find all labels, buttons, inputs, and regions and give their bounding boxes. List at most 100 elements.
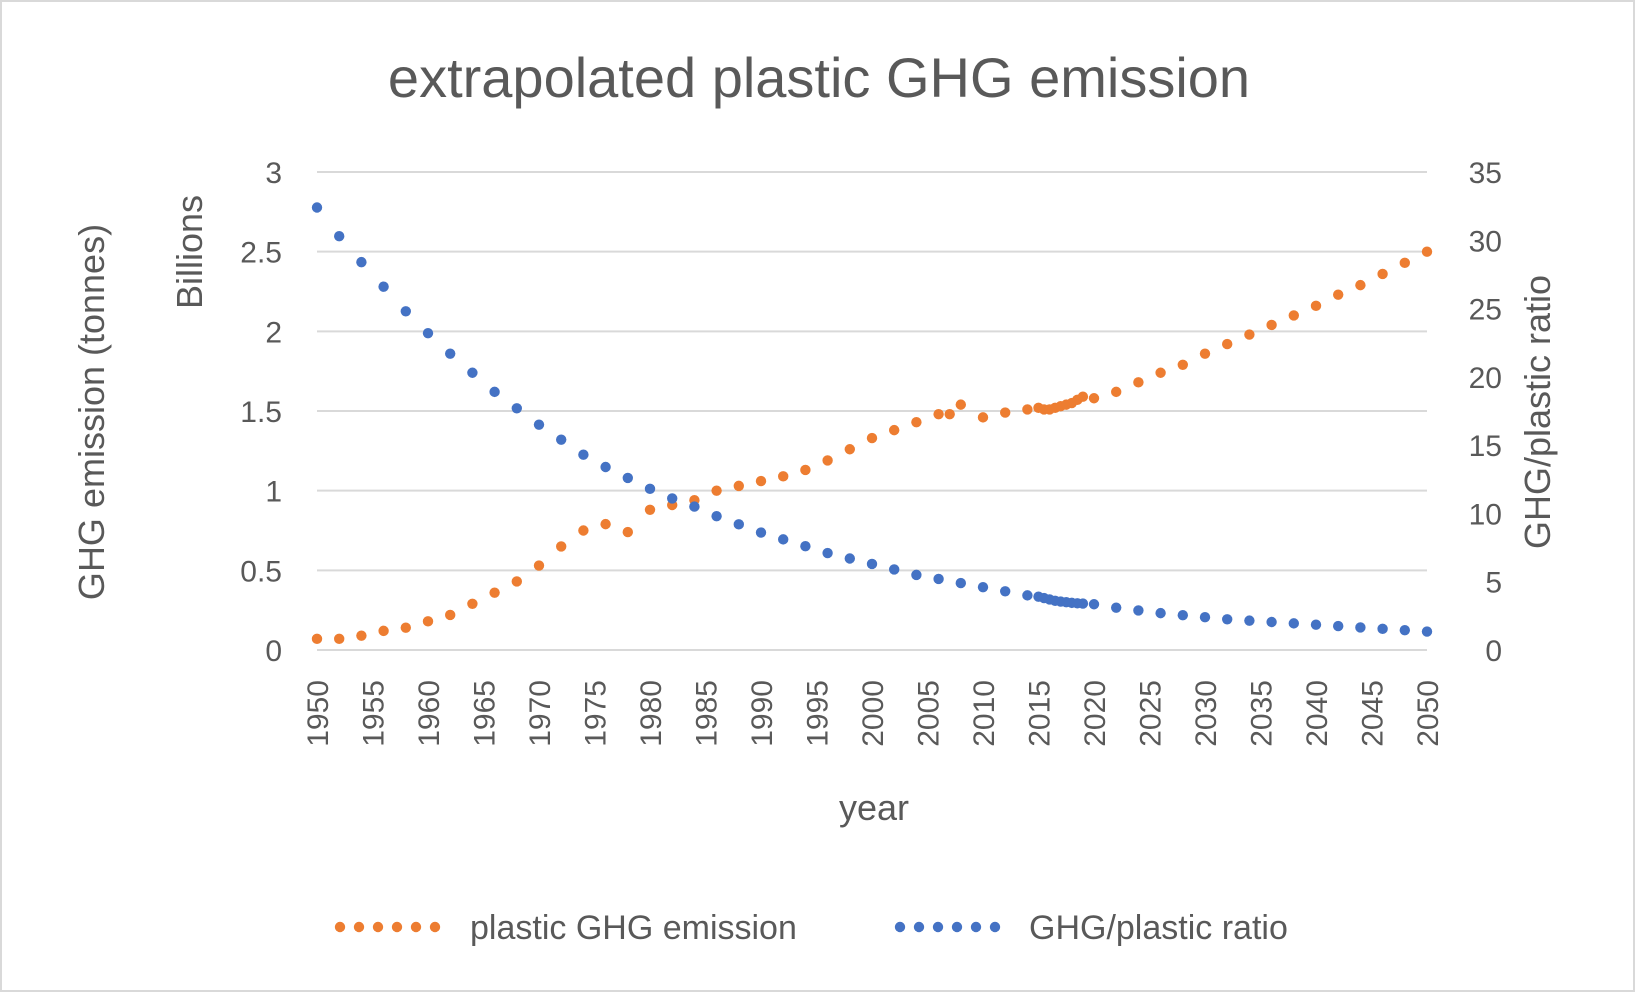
data-point (1421, 246, 1433, 257)
x-tick-label: 2035 (1246, 680, 1279, 747)
x-tick-label: 1995 (802, 680, 835, 747)
data-point (944, 408, 955, 420)
x-axis-title: year (839, 787, 909, 828)
x-tick-label: 2020 (1079, 680, 1112, 747)
data-point (1333, 620, 1344, 632)
data-point (1355, 279, 1366, 291)
data-point (445, 609, 456, 621)
data-point (1244, 329, 1255, 340)
legend-label-ghg-plastic-ratio: GHG/plastic ratio (1029, 909, 1288, 947)
y-left-tick-label: 1 (265, 476, 282, 509)
x-tick-label: 2010 (968, 680, 1001, 747)
data-point (600, 518, 611, 530)
legend-marker-plastic-ghg-emission (334, 921, 441, 933)
data-point (578, 449, 589, 460)
data-point (1333, 289, 1344, 300)
y-right-tick-label: 5 (1485, 567, 1502, 600)
data-point (911, 416, 922, 428)
legend-dot (353, 921, 365, 933)
data-point (1133, 377, 1144, 388)
y-right-tick-label: 10 (1469, 498, 1502, 531)
data-point (1077, 391, 1089, 402)
data-point (489, 386, 500, 398)
data-point (755, 475, 767, 487)
data-point (334, 230, 345, 242)
data-point (822, 455, 833, 466)
data-point (933, 573, 944, 585)
data-point (334, 633, 345, 645)
data-point (511, 403, 522, 414)
data-point (556, 541, 567, 552)
data-point (911, 569, 922, 581)
data-point (1111, 602, 1122, 613)
x-tick-label: 2015 (1024, 680, 1057, 747)
legend-dot (951, 921, 963, 933)
data-point (1000, 407, 1011, 418)
x-tick-label: 1990 (746, 680, 779, 747)
x-tick-label: 1970 (524, 680, 557, 747)
data-point (1222, 338, 1233, 350)
legend-dot (372, 921, 384, 933)
data-point (1399, 624, 1411, 636)
data-point (822, 547, 833, 559)
data-point (1421, 626, 1433, 637)
data-point (800, 541, 811, 552)
data-point (977, 412, 989, 423)
data-point (622, 472, 633, 484)
legend-dot (989, 921, 1001, 933)
data-point (1266, 616, 1277, 628)
data-point (1133, 605, 1144, 616)
data-point (644, 483, 656, 495)
data-point (1022, 590, 1033, 601)
data-point (1199, 348, 1211, 359)
legend-dot (429, 921, 441, 933)
x-tick-label: 2025 (1135, 680, 1168, 747)
data-point (600, 461, 611, 473)
data-point (1199, 612, 1211, 623)
series-layer (311, 202, 1433, 645)
series-plastic-ghg-emission (311, 246, 1433, 645)
legend: plastic GHG emission GHG/plastic ratio (334, 909, 1288, 947)
y-left-axis-units: Billions (169, 195, 210, 309)
x-tick-label: 2000 (857, 680, 890, 747)
data-point (378, 625, 389, 637)
data-point (1177, 359, 1189, 370)
y-left-tick-label: 2 (265, 316, 282, 349)
data-point (977, 581, 989, 593)
data-point (311, 202, 323, 213)
legend-marker-ghg-plastic-ratio (894, 921, 1001, 933)
data-point (1355, 622, 1366, 633)
data-point (1399, 257, 1411, 269)
y-left-tick-label: 1.5 (240, 396, 282, 429)
data-point (733, 480, 744, 492)
data-point (1222, 614, 1233, 625)
y-left-tick-label: 0.5 (240, 555, 282, 588)
y-right-tick-label: 25 (1469, 294, 1502, 327)
data-point (356, 630, 367, 641)
data-point (356, 256, 367, 268)
data-point (1000, 586, 1011, 597)
legend-dot (894, 921, 906, 933)
data-point (889, 564, 900, 575)
data-point (733, 519, 744, 530)
y-left-tick-labels: 0 0.5 1 1.5 2 2.5 3 (240, 157, 282, 668)
x-tick-label: 1960 (413, 680, 446, 747)
data-point (467, 367, 478, 378)
data-point (1088, 599, 1100, 610)
gridlines (317, 171, 1427, 651)
x-tick-label: 2050 (1412, 680, 1445, 747)
data-point (933, 408, 944, 420)
data-point (866, 432, 878, 444)
data-point (1177, 609, 1189, 621)
y-right-axis-title: GHG/plastic ratio (1517, 275, 1558, 549)
data-point (1288, 310, 1300, 321)
x-tick-label: 2040 (1301, 680, 1334, 747)
data-point (1155, 367, 1166, 378)
data-point (844, 553, 855, 564)
x-tick-label: 1985 (691, 680, 724, 747)
y-right-tick-labels: 0 5 10 15 20 25 30 35 (1469, 157, 1502, 668)
y-left-axis-title: GHG emission (tonnes) (71, 224, 112, 600)
y-left-tick-label: 2.5 (240, 237, 282, 270)
data-point (1288, 618, 1300, 629)
